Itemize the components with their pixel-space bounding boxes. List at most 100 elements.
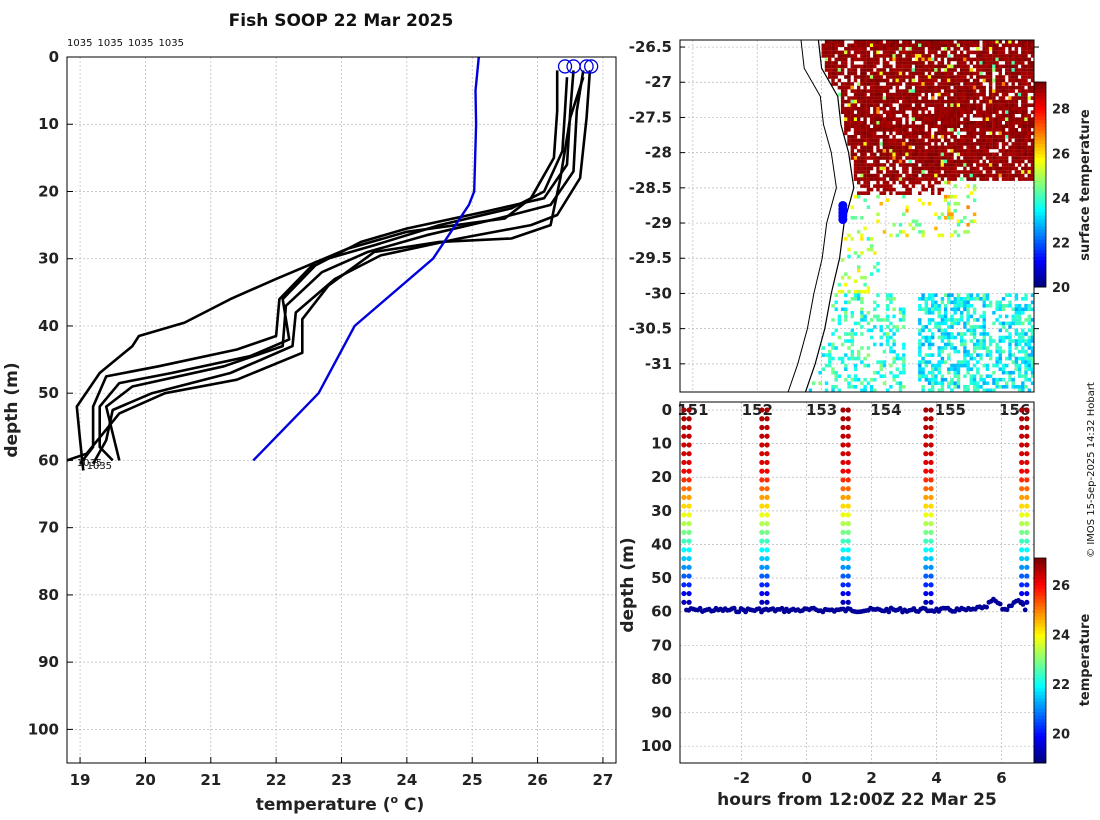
sst-cell — [853, 293, 858, 297]
sst-cell — [1008, 61, 1012, 65]
sst-cell — [1008, 57, 1012, 62]
sst-cell — [1014, 43, 1019, 48]
temperature-point — [840, 433, 846, 439]
sst-cell — [953, 194, 957, 199]
sst-cell — [902, 78, 906, 83]
sst-cell — [966, 43, 970, 48]
sst-cell — [1030, 68, 1034, 72]
sst-cell — [934, 75, 938, 79]
profile-ytick-label: 30 — [38, 250, 59, 268]
sst-cell — [998, 149, 1002, 153]
sst-cell — [918, 353, 922, 357]
sst-cell — [982, 75, 986, 79]
sst-cell — [943, 293, 948, 297]
colorbar-segment — [1034, 256, 1046, 261]
sst-cell — [902, 180, 906, 185]
sst-cell — [1030, 363, 1034, 368]
colorbar-segment — [1034, 575, 1046, 579]
sst-cell — [998, 54, 1002, 58]
colorbar-segment — [1034, 263, 1046, 267]
sst-cell — [895, 121, 899, 125]
sst-cell — [940, 374, 945, 378]
sst-cell — [1017, 40, 1022, 44]
temperature-point — [928, 582, 934, 588]
sst-cell — [850, 297, 854, 301]
sst-cell — [953, 75, 957, 79]
sst-cell — [1030, 307, 1034, 312]
sst-cell — [857, 349, 861, 354]
sst-cell — [1005, 293, 1009, 297]
sst-cell — [876, 89, 880, 93]
sst-cell — [857, 170, 861, 174]
sst-cell — [902, 370, 906, 375]
sst-cell — [1030, 339, 1034, 343]
sst-cell — [873, 110, 877, 114]
sst-cell — [1030, 121, 1034, 125]
sst-cell — [979, 342, 983, 347]
temperature-point — [928, 433, 934, 439]
sst-cell — [982, 64, 986, 69]
sst-cell — [937, 163, 941, 167]
sst-cell — [918, 71, 922, 76]
sst-cell — [982, 78, 986, 83]
sst-cell — [1008, 106, 1012, 111]
sst-cell — [1027, 57, 1031, 62]
sst-cell — [831, 367, 835, 371]
sst-cell — [879, 177, 883, 181]
sst-cell — [911, 71, 916, 76]
sst-cell — [898, 89, 903, 93]
sst-cell — [1030, 159, 1034, 164]
sst-cell — [866, 82, 871, 86]
sst-cell — [931, 50, 935, 55]
sst-cell — [1027, 170, 1031, 174]
sst-cell — [956, 110, 961, 114]
sst-cell — [969, 142, 973, 146]
sst-cell — [828, 356, 832, 361]
sst-cell — [908, 163, 912, 167]
sst-cell — [969, 367, 973, 371]
sst-cell — [821, 47, 825, 51]
sst-cell — [963, 321, 967, 326]
sst-cell — [1005, 92, 1009, 97]
sst-cell — [985, 293, 990, 297]
sst-cell — [847, 381, 851, 385]
sst-cell — [963, 149, 967, 153]
sst-cell — [889, 128, 893, 132]
sst-cell — [889, 103, 893, 107]
sst-cell — [857, 289, 861, 294]
sst-cell — [911, 78, 916, 83]
sst-cell — [966, 50, 970, 55]
temperature-point — [1019, 486, 1025, 492]
time-depth-ytick-label: 0 — [662, 401, 672, 419]
sst-cell — [908, 54, 912, 58]
sst-cell — [950, 82, 954, 86]
sst-cell — [886, 103, 890, 107]
sst-cell — [963, 388, 967, 392]
sst-cell — [988, 142, 993, 146]
sst-cell — [860, 142, 864, 146]
sst-cell — [889, 131, 893, 136]
sst-cell — [914, 71, 919, 76]
sst-cell — [972, 332, 977, 336]
sst-cell — [879, 71, 883, 76]
sst-cell — [982, 57, 986, 62]
sst-cell — [937, 68, 941, 72]
sst-cell — [992, 159, 996, 164]
sst-cell — [1005, 156, 1009, 160]
colorbar-segment — [1034, 759, 1046, 764]
temperature-point — [764, 547, 770, 553]
temperature-point — [1024, 407, 1030, 413]
sst-cell — [1001, 50, 1006, 55]
sst-cell — [889, 110, 893, 114]
colorbar-segment — [1034, 592, 1046, 597]
sst-cell — [876, 360, 880, 364]
sst-cell — [956, 304, 961, 308]
sst-cell — [908, 156, 912, 160]
sst-cell — [824, 43, 829, 48]
sst-cell — [979, 57, 983, 62]
sst-cell — [905, 82, 909, 86]
sst-cell — [1024, 332, 1028, 336]
sst-cell — [895, 124, 899, 129]
sst-cell — [860, 318, 864, 322]
